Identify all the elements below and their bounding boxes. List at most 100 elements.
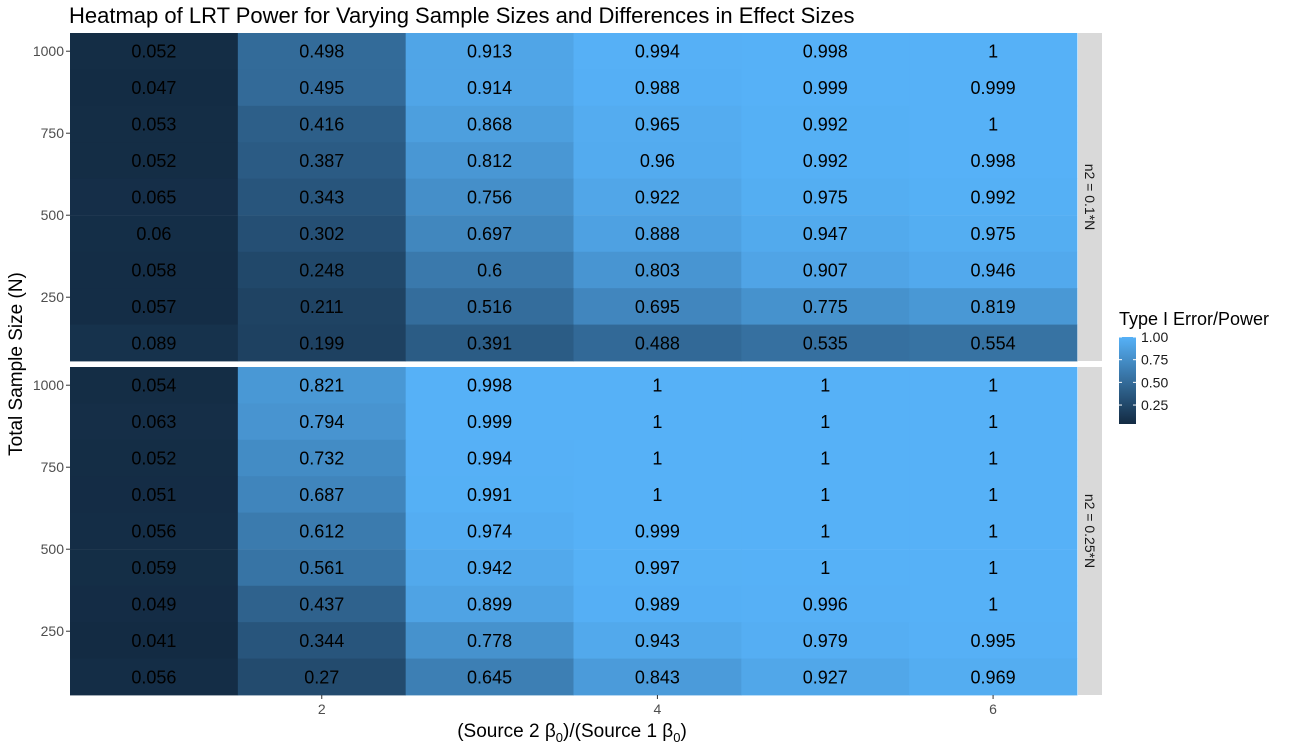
tile-value-label: 1 [652,449,662,469]
heatmap-tile [909,476,1078,514]
x-tick-label: 6 [989,701,997,717]
heatmap-tile [405,324,574,362]
tile-value-label: 0.058 [131,260,176,280]
heatmap-tile [909,33,1078,70]
heatmap-tile [909,585,1078,623]
heatmap-tile [237,585,407,623]
heatmap-tile [909,178,1078,216]
tile-value-label: 1 [988,449,998,469]
tile-value-label: 0.756 [467,187,512,207]
tile-value-label: 0.344 [299,631,344,651]
heatmap-tile [237,288,407,325]
y-axis-title: Total Sample Size (N) [6,272,27,456]
heatmap-tile [237,33,407,70]
heatmap-tile [405,142,574,180]
heatmap-tile [741,658,910,696]
tile-value-label: 0.089 [131,333,176,353]
tile-value-label: 0.302 [299,224,344,244]
tile-value-label: 0.052 [131,449,176,469]
heatmap-tile [573,585,742,623]
tile-value-label: 0.056 [131,521,176,541]
heatmap-tile [909,367,1078,404]
heatmap-tile [70,367,239,404]
tile-value-label: 0.947 [803,224,848,244]
heatmap-tile [237,142,407,180]
heatmap-tile [405,215,574,253]
tile-value-label: 0.989 [635,594,680,614]
tile-value-label: 0.697 [467,224,512,244]
heatmap-tile [741,367,910,404]
tile-value-label: 0.927 [803,667,848,687]
tile-value-label: 0.812 [467,151,512,171]
heatmap-tile [70,622,239,659]
heatmap-tile [741,69,910,107]
heatmap-tile [573,403,742,441]
y-tick-label: 750 [41,125,65,141]
tile-value-label: 1 [652,376,662,396]
x-axis-title: (Source 2 β0)/(Source 1 β0) [457,721,687,745]
tile-value-label: 0.695 [635,297,680,317]
heatmap-tile [237,367,407,404]
heatmap-tile [741,476,910,514]
heatmap-tile [70,403,239,441]
heatmap-tile [237,658,407,696]
legend-tick-label: 0.75 [1141,352,1168,368]
heatmap-tile [741,324,910,362]
color-legend: Type I Error/Power 1.00 0.75 0.50 0.25 [1119,309,1269,424]
tile-value-label: 0.922 [635,187,680,207]
chart-title: Heatmap of LRT Power for Varying Sample … [69,3,854,28]
legend-tick-label: 1.00 [1141,329,1168,345]
tile-value-label: 0.946 [971,260,1016,280]
heatmap-tile [70,142,239,180]
tile-value-label: 0.052 [131,42,176,62]
tile-value-label: 0.794 [299,412,344,432]
tile-value-label: 0.052 [131,151,176,171]
heatmap-tile [909,105,1078,143]
heatmap-tile [70,476,239,514]
tile-value-label: 1 [820,485,830,505]
heatmap-tile [70,549,239,587]
tile-value-label: 0.199 [299,333,344,353]
facet-strip [1078,367,1102,695]
tile-value-label: 0.612 [299,521,344,541]
heatmap-tile [573,178,742,216]
tile-value-label: 0.994 [635,42,680,62]
heatmap-tile [70,251,239,289]
heatmap-tile [237,439,407,477]
tile-value-label: 0.248 [299,260,344,280]
tile-value-label: 0.416 [299,115,344,135]
tile-value-label: 0.803 [635,260,680,280]
tile-value-label: 0.988 [635,78,680,98]
tile-value-label: 0.059 [131,558,176,578]
heatmap-tile [573,69,742,107]
tile-value-label: 0.998 [803,42,848,62]
heatmap-tile [909,549,1078,587]
heatmap-tile [573,439,742,477]
x-axis-title-subscript2: 0 [673,730,680,745]
x-tick-label: 4 [654,701,662,717]
heatmap-tile [70,585,239,623]
tile-value-label: 0.999 [803,78,848,98]
heatmap-tile [573,251,742,289]
heatmap-tile [741,288,910,325]
tile-value-label: 0.969 [971,667,1016,687]
tile-value-label: 0.495 [299,78,344,98]
facet-strip [1078,33,1102,361]
heatmap-tile [237,105,407,143]
heatmap-tile [405,549,574,587]
heatmap-tile [741,105,910,143]
heatmap-tile [405,403,574,441]
tile-value-label: 1 [652,412,662,432]
heatmap-tile [70,33,239,70]
x-axis: 2 4 6 [318,695,997,717]
heatmap-tile [70,178,239,216]
tile-value-label: 1 [820,376,830,396]
tile-value-label: 0.907 [803,260,848,280]
y-tick-label: 500 [41,541,65,557]
heatmap-tile [237,622,407,659]
heatmap-tile [741,215,910,253]
tile-value-label: 1 [988,594,998,614]
tile-value-label: 0.998 [971,151,1016,171]
legend-title: Type I Error/Power [1119,309,1269,329]
